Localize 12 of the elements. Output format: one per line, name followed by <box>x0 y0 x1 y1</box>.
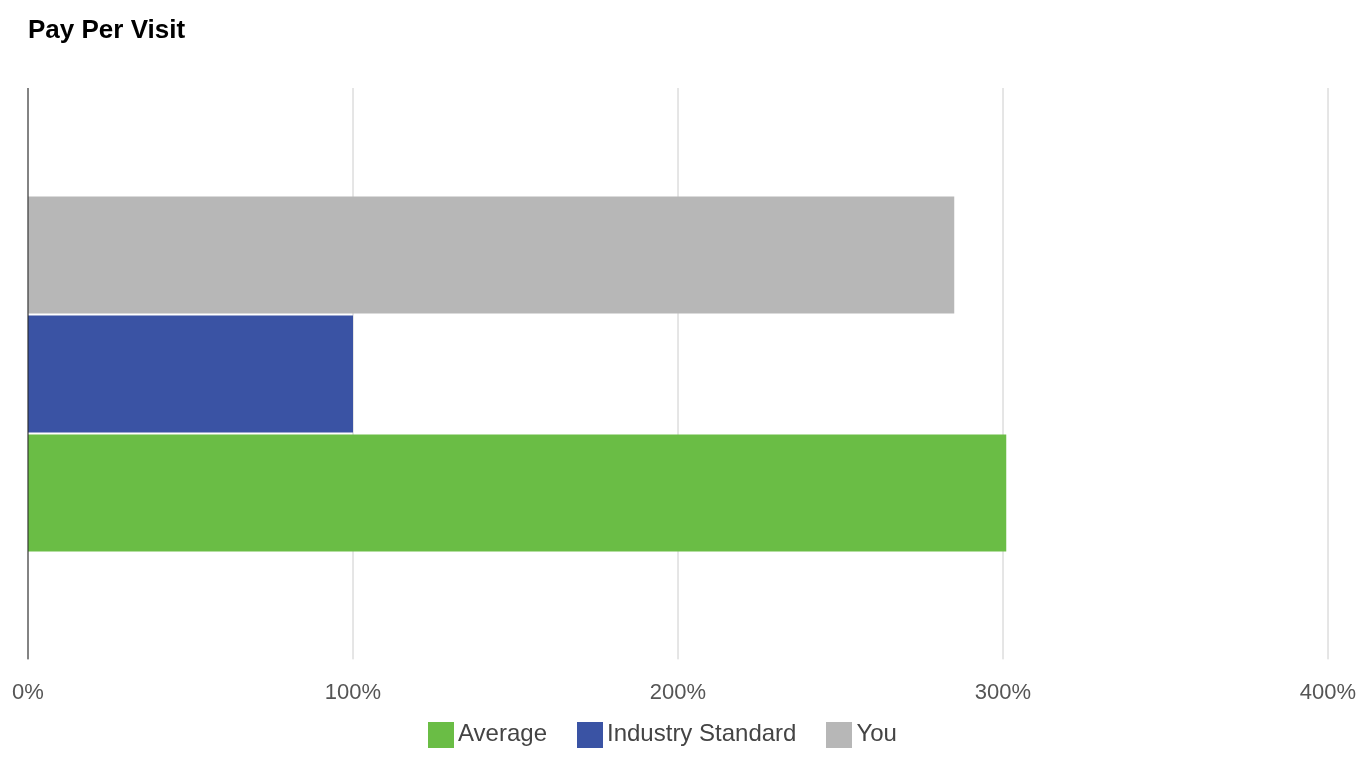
bar <box>28 196 955 314</box>
legend-label: Average <box>458 719 547 747</box>
chart-title: Pay Per Visit <box>27 13 187 46</box>
x-tick-label: 200% <box>649 678 707 704</box>
legend-label: You <box>856 719 897 747</box>
x-tick-label: 400% <box>1299 678 1357 704</box>
bar <box>28 434 1007 552</box>
x-tick-label: 100% <box>324 678 382 704</box>
legend-label: Industry Standard <box>607 719 797 747</box>
x-tick-label: 300% <box>974 678 1032 704</box>
x-tick-label: 0% <box>12 678 44 704</box>
bar <box>28 315 353 433</box>
